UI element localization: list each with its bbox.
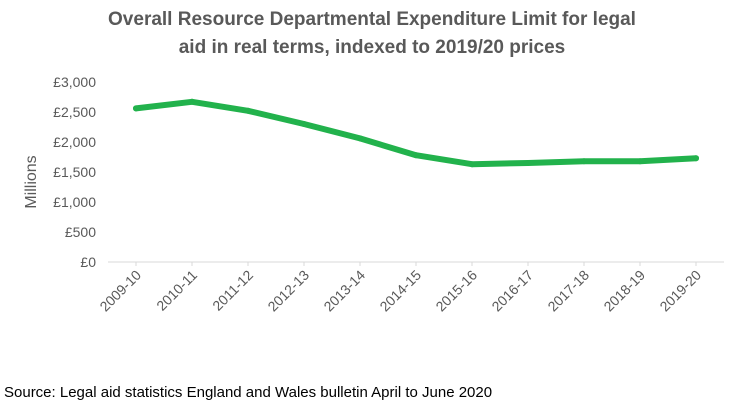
data-point bbox=[189, 98, 195, 105]
data-point bbox=[469, 161, 475, 168]
source-note: Source: Legal aid statistics England and… bbox=[4, 384, 493, 401]
y-tick-label: £3,000 bbox=[53, 74, 96, 90]
y-tick-label: £500 bbox=[65, 224, 96, 240]
data-point bbox=[637, 158, 643, 165]
data-point bbox=[245, 107, 251, 114]
x-tick-label: 2019-20 bbox=[656, 267, 704, 315]
x-tick-label: 2015-16 bbox=[432, 267, 480, 315]
y-tick-label: £0 bbox=[80, 254, 96, 270]
data-point bbox=[581, 158, 587, 165]
data-point bbox=[301, 121, 307, 127]
y-tick-label: £1,500 bbox=[53, 164, 96, 180]
chart-title-line-1: Overall Resource Departmental Expenditur… bbox=[108, 9, 636, 30]
y-axis-label: Millions bbox=[23, 155, 40, 208]
x-tick-label: 2018-19 bbox=[600, 267, 648, 315]
x-tick-label: 2009-10 bbox=[96, 267, 144, 315]
x-tick-label: 2016-17 bbox=[488, 267, 536, 315]
x-tick-label: 2011-12 bbox=[209, 267, 256, 314]
x-tick-label: 2013-14 bbox=[320, 267, 368, 315]
y-tick-label: £2,000 bbox=[53, 134, 96, 150]
y-tick-label: £1,000 bbox=[53, 194, 96, 210]
y-tick-label: £2,500 bbox=[53, 104, 96, 120]
x-tick-label: 2012-13 bbox=[264, 267, 312, 315]
line-chart: Millions £0 £500 £1,000 £1,500 £2,000 £2,500 £… bbox=[23, 74, 724, 315]
data-point bbox=[693, 155, 699, 162]
data-point bbox=[413, 152, 419, 159]
data-point bbox=[525, 160, 531, 166]
x-tick-label: 2017-18 bbox=[544, 267, 592, 315]
chart-title: Overall Resource Departmental Expenditur… bbox=[0, 6, 744, 62]
data-point bbox=[133, 105, 139, 112]
x-tick-label: 2014-15 bbox=[376, 267, 424, 315]
chart-title-line-2: aid in real terms, indexed to 2019/20 pr… bbox=[178, 37, 566, 58]
x-tick-label: 2010-11 bbox=[153, 267, 200, 314]
data-point bbox=[357, 135, 363, 142]
